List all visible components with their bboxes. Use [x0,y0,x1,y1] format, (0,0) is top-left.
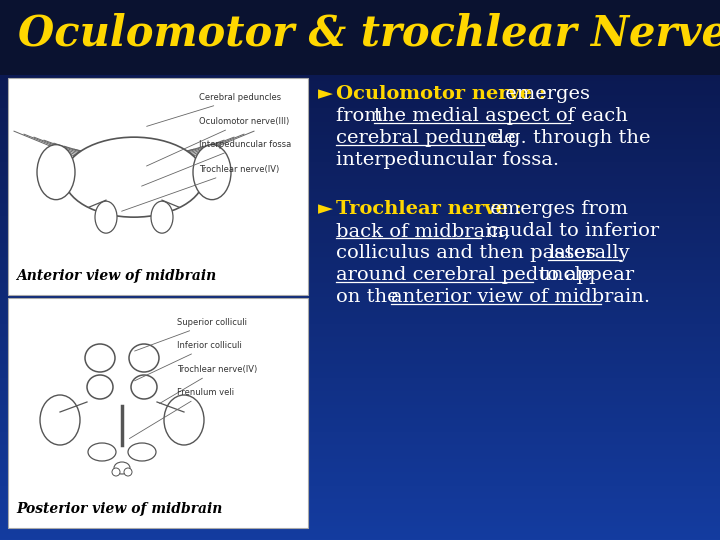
Ellipse shape [85,344,115,372]
Text: emerges from: emerges from [484,200,628,218]
Ellipse shape [40,395,80,445]
Text: laterally: laterally [548,244,629,262]
Text: from: from [336,107,389,125]
Ellipse shape [95,201,117,233]
Text: colliculus and then passes: colliculus and then passes [336,244,602,262]
Ellipse shape [124,468,132,476]
Ellipse shape [151,201,173,233]
Ellipse shape [131,375,157,399]
Text: Inferior colliculi: Inferior colliculi [135,341,242,381]
Text: Oculomotor nerve :: Oculomotor nerve : [336,85,546,103]
Text: Oculomotor & trochlear Nerves: Oculomotor & trochlear Nerves [18,12,720,54]
Text: Trochlear nerve(IV): Trochlear nerve(IV) [122,165,279,211]
Text: Superior colliculi: Superior colliculi [135,318,247,351]
Text: ►: ► [318,85,333,103]
Text: on the: on the [336,288,405,306]
Text: Interpeduncular fossa: Interpeduncular fossa [142,140,292,186]
Ellipse shape [114,462,130,474]
Bar [0,0,720,75]
Text: Frenulum veli: Frenulum veli [130,388,234,438]
Ellipse shape [129,344,159,372]
Text: Posterior view of midbrain: Posterior view of midbrain [16,502,222,516]
Ellipse shape [193,145,231,200]
Text: Trochlear nerve :: Trochlear nerve : [336,200,522,218]
Text: e.g. through the: e.g. through the [484,129,650,147]
Text: ►: ► [318,200,333,218]
Ellipse shape [112,468,120,476]
Text: to appear: to appear [533,266,634,284]
Ellipse shape [64,137,204,217]
Text: cerebral peduncle: cerebral peduncle [336,129,516,147]
Text: Trochlear nerve(IV): Trochlear nerve(IV) [159,365,257,403]
Text: Oculomotor nerve(III): Oculomotor nerve(III) [147,117,289,166]
Ellipse shape [37,145,75,200]
Text: the medial aspect of each: the medial aspect of each [374,107,628,125]
Ellipse shape [164,395,204,445]
Text: emerges: emerges [499,85,590,103]
Ellipse shape [87,375,113,399]
Text: anterior view of midbrain.: anterior view of midbrain. [391,288,650,306]
Text: Cerebral peduncles: Cerebral peduncles [147,93,281,126]
Text: interpeduncular fossa.: interpeduncular fossa. [336,151,559,169]
Text: Anterior view of midbrain: Anterior view of midbrain [16,269,216,283]
Text: back of midbrain,: back of midbrain, [336,222,510,240]
Text: caudal to inferior: caudal to inferior [481,222,659,240]
Ellipse shape [128,443,156,461]
Text: around cerebral peduncle: around cerebral peduncle [336,266,593,284]
Ellipse shape [88,443,116,461]
Bar [8,78,308,295]
Bar [8,298,308,528]
